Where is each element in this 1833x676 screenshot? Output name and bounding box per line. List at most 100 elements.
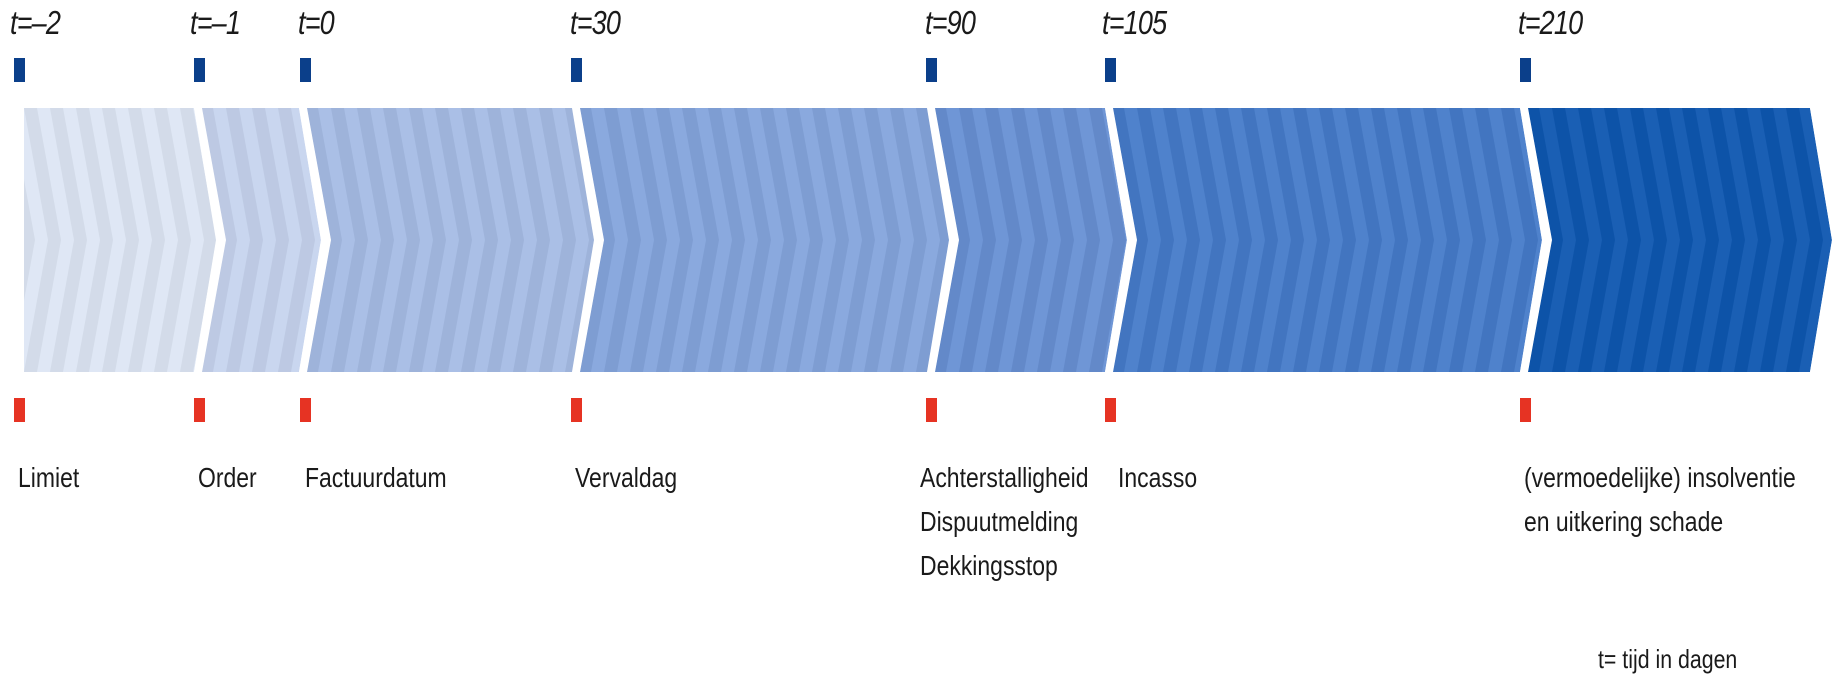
- chevron-stripe: [307, 108, 342, 372]
- t-label-vervaldag: t=30: [570, 4, 621, 41]
- chevron-stripe: [278, 108, 315, 372]
- t-label-achterstalligheid: t=90: [925, 4, 976, 41]
- chevron-stripe: [916, 108, 949, 372]
- chevron-stripe: [226, 108, 263, 372]
- top-marker: [300, 58, 311, 82]
- chevron-stripe: [24, 108, 35, 372]
- chevron-stripe: [76, 108, 113, 372]
- chevron-stripe: [734, 108, 771, 372]
- chevron-stripe: [1734, 108, 1771, 372]
- phase-segment: [935, 108, 1127, 372]
- chevron-stripe: [461, 108, 498, 372]
- chevron-stripe: [1137, 108, 1174, 372]
- bottom-marker: [300, 398, 311, 422]
- event-line: Order: [198, 462, 257, 493]
- chevron-stripe: [812, 108, 849, 372]
- chevron-stripe: [1371, 108, 1408, 372]
- t-label-incasso: t=105: [1102, 4, 1167, 41]
- t-label-order: t=–1: [190, 4, 241, 41]
- legend-text: t= tijd in dagen: [1598, 644, 1738, 674]
- chevron-stripe: [383, 108, 420, 372]
- chevron-stripe: [1423, 108, 1460, 372]
- chevron-stripe: [487, 108, 524, 372]
- chevron-stripe: [1063, 108, 1100, 372]
- chevron-stripe: [760, 108, 797, 372]
- chevron-stripe: [838, 108, 875, 372]
- chevron-stripe: [708, 108, 745, 372]
- chevron-stripe: [1656, 108, 1693, 372]
- chevron-stripe: [435, 108, 472, 372]
- chevron-stripe: [50, 108, 87, 372]
- chevron-stripe: [604, 108, 641, 372]
- chevron-stripe: [1578, 108, 1615, 372]
- chevron-stripe: [252, 108, 289, 372]
- phase-segment: [202, 108, 321, 372]
- phase-segment: [307, 108, 594, 372]
- event-line: Dekkingsstop: [920, 550, 1058, 581]
- bottom-marker: [194, 398, 205, 422]
- chevron-stripe: [864, 108, 901, 372]
- chevron-stripe: [331, 108, 368, 372]
- chevron-stripe: [1011, 108, 1048, 372]
- t-label-factuurdatum: t=0: [298, 4, 335, 41]
- chevron-stripe: [154, 108, 191, 372]
- event-label-limiet: Limiet: [18, 456, 79, 500]
- chevron-stripe: [513, 108, 550, 372]
- chevron-stripe: [1449, 108, 1486, 372]
- chevron-stripe: [1630, 108, 1667, 372]
- chevron-stripe: [682, 108, 719, 372]
- chevron-stripe: [1475, 108, 1512, 372]
- top-marker: [14, 58, 25, 82]
- chevron-stripe: [1345, 108, 1382, 372]
- chevron-stripe: [656, 108, 693, 372]
- chevron-stripe: [539, 108, 576, 372]
- t-label-insolventie: t=210: [1518, 4, 1583, 41]
- chevron-stripe: [1682, 108, 1719, 372]
- chevron-stripe: [935, 108, 970, 372]
- bottom-marker: [14, 398, 25, 422]
- chevron-stripe: [1319, 108, 1356, 372]
- chevron-stripe: [1293, 108, 1330, 372]
- event-line: Vervaldag: [575, 462, 678, 493]
- bottom-marker: [926, 398, 937, 422]
- event-line: (vermoedelijke) insolventie: [1524, 462, 1796, 493]
- chevron-stripe: [180, 108, 216, 372]
- chevron-stripe: [1037, 108, 1074, 372]
- event-line: Dispuutmelding: [920, 506, 1079, 537]
- bottom-marker: [1520, 398, 1531, 422]
- chevron-stripe: [786, 108, 823, 372]
- event-label-vervaldag: Vervaldag: [575, 456, 677, 500]
- chevron-stripe: [1528, 108, 1563, 372]
- event-label-incasso: Incasso: [1118, 456, 1197, 500]
- phase-segment: [24, 108, 216, 372]
- t-label-limiet: t=–2: [10, 4, 61, 41]
- chevron-stripe: [202, 108, 237, 372]
- event-line: Factuurdatum: [305, 462, 447, 493]
- phase-segment: [1528, 108, 1832, 372]
- top-marker: [1105, 58, 1116, 82]
- chevron-stripe: [1189, 108, 1226, 372]
- chevron-stripe: [1552, 108, 1589, 372]
- chevron-stripe: [1501, 108, 1538, 372]
- chevron-stripe: [959, 108, 996, 372]
- top-marker: [194, 58, 205, 82]
- event-line: Achterstalligheid: [920, 462, 1089, 493]
- chevron-stripe: [1113, 108, 1148, 372]
- chevron-stripe: [580, 108, 615, 372]
- chevron-stripe: [409, 108, 446, 372]
- chevron-stripe: [1786, 108, 1823, 372]
- chevron-stripe: [1215, 108, 1252, 372]
- bottom-marker: [571, 398, 582, 422]
- chevron-stripe: [24, 108, 61, 372]
- chevron-stripe: [1163, 108, 1200, 372]
- phase-segment: [1113, 108, 1542, 372]
- chevron-stripe: [985, 108, 1022, 372]
- event-label-factuurdatum: Factuurdatum: [305, 456, 447, 500]
- chevron-stripe: [630, 108, 667, 372]
- event-label-order: Order: [198, 456, 257, 500]
- phase-segment: [580, 108, 949, 372]
- chevron-stripe: [1604, 108, 1641, 372]
- chevron-stripe: [357, 108, 394, 372]
